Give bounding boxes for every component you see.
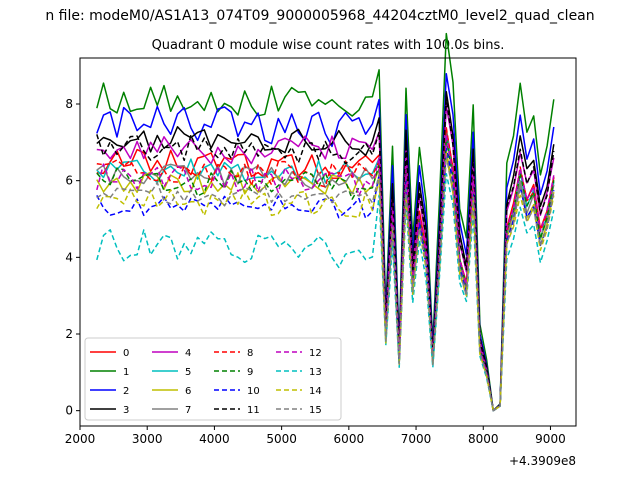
x-tick-label: 5000 — [266, 432, 297, 446]
y-tick-label: 0 — [65, 404, 73, 418]
ticks-layer: 2000 3000 4000 5000 6000 7000 8000 9000 0 2 4 6 8 — [65, 97, 566, 446]
legend-label-0: 0 — [123, 348, 129, 359]
x-tick-label: 4000 — [199, 432, 230, 446]
legend-label-2: 2 — [123, 386, 129, 397]
y-tick-label: 2 — [65, 327, 73, 341]
legend-label-9: 9 — [247, 367, 253, 378]
legend-label-7: 7 — [185, 405, 191, 416]
y-tick-label: 4 — [65, 250, 73, 264]
x-offset-label: +4.3909e8 — [509, 454, 576, 468]
y-tick-label: 8 — [65, 97, 73, 111]
legend-box — [84, 337, 342, 421]
legend-label-1: 1 — [123, 367, 129, 378]
x-tick-label: 2000 — [65, 432, 96, 446]
legend-label-6: 6 — [185, 386, 191, 397]
x-tick-label: 7000 — [401, 432, 432, 446]
legend-label-8: 8 — [247, 348, 253, 359]
plot-frame — [79, 57, 577, 427]
legend-label-5: 5 — [185, 367, 191, 378]
y-tick-label: 6 — [65, 174, 73, 188]
figure-suptitle: n file: modeM0/AS1A13_074T09_9000005968_… — [45, 8, 594, 24]
legend-label-3: 3 — [123, 405, 129, 416]
legend-label-12: 12 — [309, 348, 322, 359]
series-layer — [96, 32, 555, 412]
x-tick-label: 3000 — [132, 432, 163, 446]
legend-label-4: 4 — [185, 348, 191, 359]
legend-label-15: 15 — [309, 405, 322, 416]
legend-label-10: 10 — [247, 386, 260, 397]
chart-title: Quadrant 0 module wise count rates with … — [152, 38, 505, 53]
x-tick-label: 9000 — [535, 432, 566, 446]
legend-label-11: 11 — [247, 405, 260, 416]
series-line-12 — [96, 133, 555, 412]
x-tick-label: 6000 — [334, 432, 365, 446]
series-line-15 — [96, 155, 555, 412]
legend-label-14: 14 — [309, 386, 322, 397]
x-tick-label: 8000 — [468, 432, 499, 446]
legend-label-13: 13 — [309, 367, 322, 378]
